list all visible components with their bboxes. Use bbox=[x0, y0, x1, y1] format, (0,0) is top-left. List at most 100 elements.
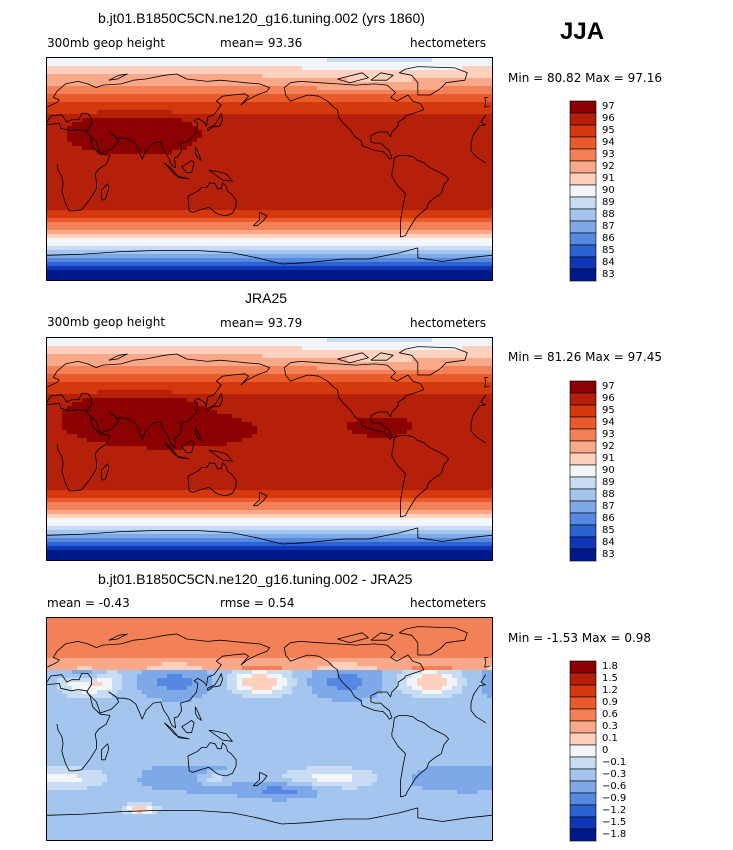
field-cell bbox=[82, 262, 88, 267]
field-cell bbox=[477, 222, 483, 227]
field-cell bbox=[257, 134, 263, 139]
field-cell bbox=[472, 186, 478, 191]
field-cell bbox=[162, 154, 168, 159]
field-cell bbox=[347, 118, 353, 123]
field-cell bbox=[402, 230, 408, 235]
field-cell bbox=[272, 254, 278, 259]
field-cell bbox=[147, 146, 153, 151]
field-cell bbox=[372, 186, 378, 191]
field-cell bbox=[62, 254, 68, 259]
field-cell bbox=[327, 246, 333, 251]
field-cell bbox=[107, 134, 113, 139]
field-cell bbox=[307, 150, 313, 155]
field-cell bbox=[322, 142, 328, 147]
field-cell bbox=[422, 78, 428, 83]
field-cell bbox=[442, 246, 448, 251]
field-cell bbox=[327, 90, 333, 95]
field-cell bbox=[282, 98, 288, 103]
field-cell bbox=[232, 214, 238, 219]
field-cell bbox=[127, 246, 133, 251]
field-cell bbox=[442, 170, 448, 175]
field-cell bbox=[122, 218, 128, 223]
field-cell bbox=[217, 278, 223, 280]
field-cell bbox=[182, 222, 188, 227]
field-cell bbox=[177, 70, 183, 75]
field-cell bbox=[157, 166, 163, 171]
field-cell bbox=[342, 58, 348, 63]
field-cell bbox=[222, 210, 228, 215]
field-cell bbox=[462, 214, 468, 219]
field-cell bbox=[197, 150, 203, 155]
field-cell bbox=[97, 266, 103, 271]
field-cell bbox=[247, 202, 253, 207]
field-cell bbox=[182, 246, 188, 251]
field-cell bbox=[242, 250, 248, 255]
field-cell bbox=[47, 58, 53, 63]
field-cell bbox=[322, 126, 328, 131]
field-cell bbox=[402, 190, 408, 195]
field-cell bbox=[187, 106, 193, 111]
field-cell bbox=[292, 170, 298, 175]
field-cell bbox=[362, 86, 368, 91]
field-cell bbox=[367, 198, 373, 203]
field-cell bbox=[262, 102, 268, 107]
field-cell bbox=[82, 142, 88, 147]
field-cell bbox=[292, 206, 298, 211]
field-cell bbox=[57, 198, 63, 203]
field-cell bbox=[172, 186, 178, 191]
field-cell bbox=[382, 222, 388, 227]
field-cell bbox=[282, 182, 288, 187]
field-cell bbox=[262, 218, 268, 223]
field-cell bbox=[202, 274, 208, 279]
field-cell bbox=[307, 158, 313, 163]
field-cell bbox=[337, 166, 343, 171]
field-cell bbox=[402, 182, 408, 187]
field-cell bbox=[117, 262, 123, 267]
field-cell bbox=[47, 202, 53, 207]
field-cell bbox=[187, 178, 193, 183]
field-cell bbox=[142, 262, 148, 267]
field-cell bbox=[187, 250, 193, 255]
field-cell bbox=[47, 274, 53, 279]
field-cell bbox=[232, 126, 238, 131]
field-cell bbox=[332, 210, 338, 215]
field-cell bbox=[47, 78, 53, 83]
field-cell bbox=[127, 202, 133, 207]
field-cell bbox=[402, 102, 408, 107]
field-cell bbox=[487, 78, 492, 83]
field-cell bbox=[297, 230, 303, 235]
field-cell bbox=[117, 242, 123, 247]
field-cell bbox=[317, 218, 323, 223]
field-cell bbox=[442, 138, 448, 143]
field-cell bbox=[377, 206, 383, 211]
field-cell bbox=[312, 102, 318, 107]
field-cell bbox=[157, 158, 163, 163]
field-cell bbox=[282, 158, 288, 163]
field-cell bbox=[397, 226, 403, 231]
field-cell bbox=[412, 74, 418, 79]
field-cell bbox=[167, 194, 173, 199]
field-cell bbox=[187, 146, 193, 151]
field-cell bbox=[122, 122, 128, 127]
field-cell bbox=[47, 234, 53, 239]
field-cell bbox=[92, 154, 98, 159]
field-cell bbox=[222, 214, 228, 219]
field-cell bbox=[117, 270, 123, 275]
field-cell bbox=[257, 174, 263, 179]
field-cell bbox=[482, 62, 488, 67]
field-cell bbox=[277, 110, 283, 115]
field-cell bbox=[482, 202, 488, 207]
field-cell bbox=[257, 66, 263, 71]
field-cell bbox=[282, 106, 288, 111]
field-cell bbox=[167, 210, 173, 215]
field-cell bbox=[297, 154, 303, 159]
field-cell bbox=[282, 206, 288, 211]
field-cell bbox=[252, 150, 258, 155]
field-cell bbox=[452, 126, 458, 131]
field-cell bbox=[352, 62, 358, 67]
field-cell bbox=[217, 66, 223, 71]
field-cell bbox=[462, 142, 468, 147]
field-cell bbox=[482, 66, 488, 71]
field-cell bbox=[257, 270, 263, 275]
field-cell bbox=[337, 206, 343, 211]
